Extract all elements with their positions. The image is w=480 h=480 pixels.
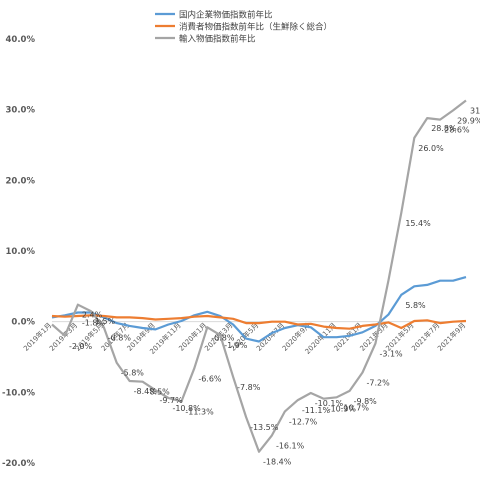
data-label: -10.7%: [341, 403, 370, 412]
data-label: -6.6%: [198, 374, 222, 383]
y-axis: 40.0% 30.0% 20.0% 10.0% 0.0% -10.0% -20.0%: [2, 35, 36, 469]
y-tick-label: 40.0%: [6, 35, 36, 45]
legend-label-1: 国内企業物価指数前年比: [179, 10, 273, 21]
data-label: -10.9%: [328, 405, 357, 414]
data-label: -11.3%: [185, 408, 214, 417]
data-label: 28.8%: [431, 124, 457, 133]
y-tick-label: -10.0%: [2, 388, 35, 398]
data-label: -12.7%: [289, 417, 318, 426]
series-line-2: [51, 314, 467, 330]
data-label: -10.8%: [172, 404, 201, 413]
data-label: -10.1%: [315, 399, 344, 408]
data-label: 1.5%: [95, 317, 116, 326]
data-label: -5.8%: [121, 369, 145, 378]
legend-label-3: 輸入物価指数前年比: [179, 34, 256, 45]
data-label: -16.1%: [276, 441, 305, 450]
data-label: -7.8%: [237, 383, 261, 392]
data-label: -1.9%: [224, 341, 248, 350]
y-tick-label: 10.0%: [6, 247, 36, 257]
data-label: -0.8%: [211, 333, 235, 342]
data-label: 31.3%: [470, 106, 480, 115]
data-label: -1.8%: [82, 318, 106, 327]
data-label: 2.4%: [82, 311, 103, 320]
data-label: 29.9%: [457, 116, 480, 125]
x-tick-label: 2021年9月: [435, 321, 467, 353]
data-label: -3.1%: [379, 350, 403, 359]
data-labels: -2.0%2.4%1.5%-0.8%-5.8%-8.4%-8.5%-9.7%-1…: [69, 106, 480, 466]
data-label: -9.7%: [160, 396, 184, 405]
legend-label-2: 消費者物価指数前年比（生鮮除く総合）: [179, 22, 332, 33]
data-label: -8.4%: [134, 387, 158, 396]
y-tick-label: 30.0%: [6, 106, 36, 116]
data-label: -9.8%: [354, 397, 378, 406]
data-label: 15.4%: [405, 219, 431, 228]
data-label: -7.2%: [367, 379, 391, 388]
y-tick-label: -20.0%: [2, 459, 35, 469]
data-label: 26.0%: [418, 144, 444, 153]
data-label: 5.8%: [405, 301, 426, 310]
series-line-3: [51, 99, 467, 453]
data-label: -2.0%: [69, 342, 93, 351]
data-label: -13.5%: [250, 423, 279, 432]
data-label: -8.5%: [147, 388, 171, 397]
data-label: -0.8%: [108, 333, 132, 342]
series-lines: [51, 99, 467, 453]
data-label: 28.6%: [444, 126, 470, 135]
data-label: -11.1%: [302, 406, 331, 415]
data-label: -18.4%: [263, 458, 292, 467]
series-line-1: [51, 276, 467, 343]
y-tick-label: 0.0%: [11, 318, 35, 328]
y-tick-label: 20.0%: [6, 176, 36, 186]
